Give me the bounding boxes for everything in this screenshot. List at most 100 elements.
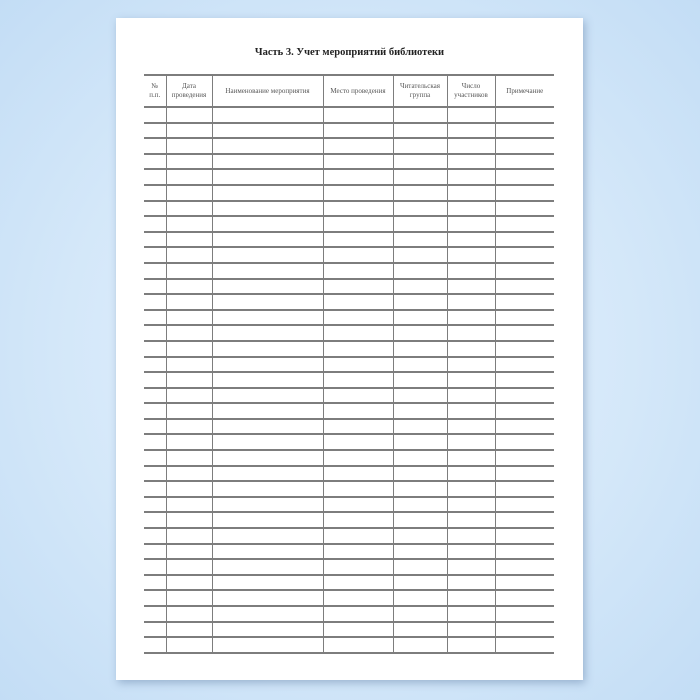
table-cell (392, 246, 447, 263)
column-header-number: № п.п. (144, 74, 166, 107)
table-cell (165, 106, 212, 123)
table-cell (494, 355, 554, 373)
table-cell (392, 308, 447, 326)
table-cell (165, 293, 212, 310)
table-cell (144, 495, 166, 513)
table-row (144, 121, 554, 139)
table-cell (392, 417, 447, 435)
table-cell (211, 261, 323, 279)
table-cell (165, 417, 212, 435)
table-cell (494, 371, 554, 388)
table-row (144, 106, 554, 123)
table-cell (446, 589, 495, 606)
table-cell (494, 480, 554, 497)
column-header-reader-group: Читательская группа (392, 74, 447, 107)
table-row (144, 261, 554, 279)
table-cell (144, 277, 166, 295)
table-cell (494, 293, 554, 310)
table-cell (494, 589, 554, 606)
table-row (144, 277, 554, 295)
table-cell (322, 215, 393, 232)
header-line: участников (454, 91, 488, 99)
table-cell (211, 620, 323, 638)
table-cell (446, 605, 495, 622)
table-cell (494, 495, 554, 513)
table-row (144, 511, 554, 529)
table-cell (446, 152, 495, 170)
table-cell (322, 371, 393, 388)
table-cell (144, 542, 166, 560)
table-cell (165, 558, 212, 575)
table-cell (211, 355, 323, 373)
table-cell (322, 464, 393, 482)
table-cell (322, 589, 393, 606)
table-cell (392, 277, 447, 295)
table-cell (165, 527, 212, 544)
table-row (144, 339, 554, 357)
table-cell (144, 355, 166, 373)
table-cell (494, 168, 554, 185)
table-cell (322, 433, 393, 451)
table-cell (165, 449, 212, 466)
table-cell (144, 293, 166, 310)
table-cell (446, 573, 495, 591)
table-cell (322, 636, 393, 654)
table-cell (392, 589, 447, 606)
table-cell (446, 261, 495, 279)
table-cell (392, 386, 447, 404)
table-cell (494, 261, 554, 279)
table-cell (322, 261, 393, 279)
table-cell (494, 152, 554, 170)
table-cell (494, 417, 554, 435)
table-cell (494, 620, 554, 638)
table-cell (144, 386, 166, 404)
table-cell (392, 230, 447, 248)
table-row (144, 324, 554, 341)
table-cell (322, 355, 393, 373)
table-cell (322, 183, 393, 201)
table-cell (165, 230, 212, 248)
table-cell (165, 137, 212, 154)
table-cell (211, 464, 323, 482)
table-cell (165, 573, 212, 591)
table-cell (446, 542, 495, 560)
table-cell (211, 199, 323, 217)
table-cell (322, 495, 393, 513)
table-row (144, 199, 554, 217)
table-row (144, 589, 554, 606)
table-cell (211, 589, 323, 606)
table-row (144, 215, 554, 232)
table-cell (144, 199, 166, 217)
table-cell (446, 106, 495, 123)
table-cell (211, 183, 323, 201)
table-cell (144, 371, 166, 388)
table-cell (165, 371, 212, 388)
table-cell (446, 464, 495, 482)
table-cell (322, 386, 393, 404)
table-cell (211, 152, 323, 170)
table-cell (392, 137, 447, 154)
table-cell (494, 464, 554, 482)
table-cell (211, 106, 323, 123)
table-cell (494, 308, 554, 326)
table-cell (211, 558, 323, 575)
table-row (144, 137, 554, 154)
table-cell (392, 480, 447, 497)
table-cell (392, 183, 447, 201)
document-page: Часть 3. Учет мероприятий библиотеки № п.… (116, 18, 583, 680)
table-cell (144, 121, 166, 139)
table-cell (211, 293, 323, 310)
table-row (144, 620, 554, 638)
table-cell (494, 199, 554, 217)
table-cell (211, 636, 323, 654)
table-cell (494, 449, 554, 466)
events-table: № п.п. Дата проведения Наименование меропр… (144, 74, 554, 654)
table-cell (392, 293, 447, 310)
table-cell (322, 230, 393, 248)
table-row (144, 402, 554, 419)
column-header-venue: Место проведения (322, 74, 393, 107)
table-cell (322, 339, 393, 357)
table-row (144, 464, 554, 482)
table-cell (446, 137, 495, 154)
table-cell (446, 449, 495, 466)
